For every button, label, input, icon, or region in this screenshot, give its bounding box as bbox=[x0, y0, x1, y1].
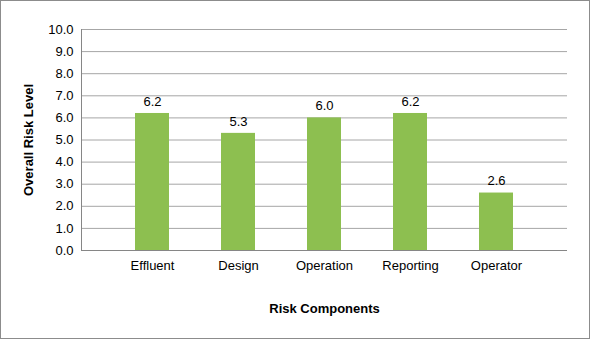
svg-text:0.0: 0.0 bbox=[55, 243, 73, 258]
svg-text:1.0: 1.0 bbox=[55, 221, 73, 236]
svg-text:2.0: 2.0 bbox=[55, 198, 73, 213]
svg-text:9.0: 9.0 bbox=[55, 44, 73, 59]
svg-text:6.2: 6.2 bbox=[143, 94, 161, 109]
svg-text:Reporting: Reporting bbox=[382, 258, 438, 273]
svg-text:7.0: 7.0 bbox=[55, 88, 73, 103]
svg-text:Risk Components: Risk Components bbox=[269, 301, 380, 316]
svg-text:6.0: 6.0 bbox=[315, 98, 333, 113]
svg-text:10.0: 10.0 bbox=[48, 22, 73, 37]
svg-text:Overall Risk Level: Overall Risk Level bbox=[21, 84, 36, 196]
svg-text:Design: Design bbox=[218, 258, 258, 273]
svg-text:6.2: 6.2 bbox=[401, 94, 419, 109]
svg-text:5.0: 5.0 bbox=[55, 132, 73, 147]
svg-text:6.0: 6.0 bbox=[55, 110, 73, 125]
svg-text:Operation: Operation bbox=[296, 258, 353, 273]
svg-text:8.0: 8.0 bbox=[55, 66, 73, 81]
svg-text:Effluent: Effluent bbox=[131, 258, 175, 273]
svg-text:4.0: 4.0 bbox=[55, 154, 73, 169]
svg-text:Operator: Operator bbox=[471, 258, 523, 273]
svg-text:3.0: 3.0 bbox=[55, 176, 73, 191]
svg-text:2.6: 2.6 bbox=[487, 173, 505, 188]
svg-text:5.3: 5.3 bbox=[229, 114, 247, 129]
